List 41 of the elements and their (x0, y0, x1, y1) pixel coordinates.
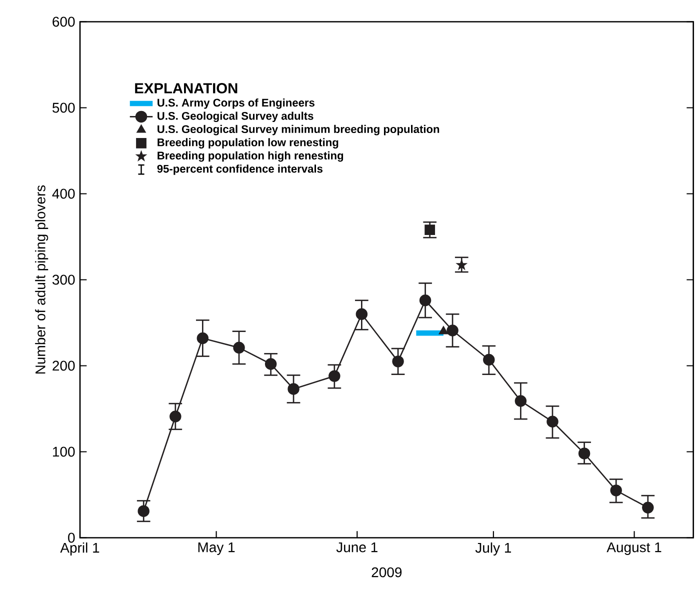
legend-title: EXPLANATION (135, 83, 238, 94)
point (514, 395, 527, 407)
legend-label: U.S. Geological Survey minimum breeding population (158, 124, 440, 136)
y-tick-label: 100 (53, 446, 75, 457)
point (328, 370, 340, 382)
point (196, 332, 209, 344)
point (578, 448, 590, 460)
point (170, 410, 182, 422)
x-tick-label: April 1 (60, 542, 100, 556)
annotation: 95-percent confidence intervals (157, 164, 322, 175)
point (642, 502, 654, 514)
x-tick-label: July 1 (475, 542, 512, 556)
y-tick-label: 0 (68, 532, 75, 543)
point (264, 358, 277, 370)
point (288, 383, 300, 395)
point (138, 505, 150, 517)
x-tick-label: June 1 (336, 542, 378, 552)
x-axis-title: 2009 (372, 567, 402, 578)
y-tick-label: 300 (52, 274, 75, 285)
y-tick-label: 400 (52, 188, 75, 199)
point (446, 324, 458, 336)
y-axis-title: Number of adult piping plovers (35, 185, 48, 374)
legend-label: Breeding population low renesting (158, 138, 338, 148)
legend-label: Breeding population high renesting (158, 151, 344, 162)
point (419, 294, 432, 306)
point (392, 356, 404, 368)
point (610, 484, 622, 496)
x-tick-label: August 1 (606, 542, 662, 555)
point (356, 308, 368, 320)
y-tick-label: 600 (52, 16, 75, 27)
point (483, 354, 495, 366)
y-tick-label: 200 (52, 360, 75, 371)
x-tick-label: May 1 (198, 542, 235, 555)
point (546, 416, 558, 428)
point (424, 224, 436, 236)
legend-label: U.S. Army Corps of Engineers (158, 98, 314, 109)
legend-label: U.S. Geological Survey adults (158, 112, 314, 122)
point (438, 326, 448, 334)
point (233, 342, 245, 354)
y-tick-label: 500 (52, 102, 75, 113)
point (456, 260, 467, 270)
